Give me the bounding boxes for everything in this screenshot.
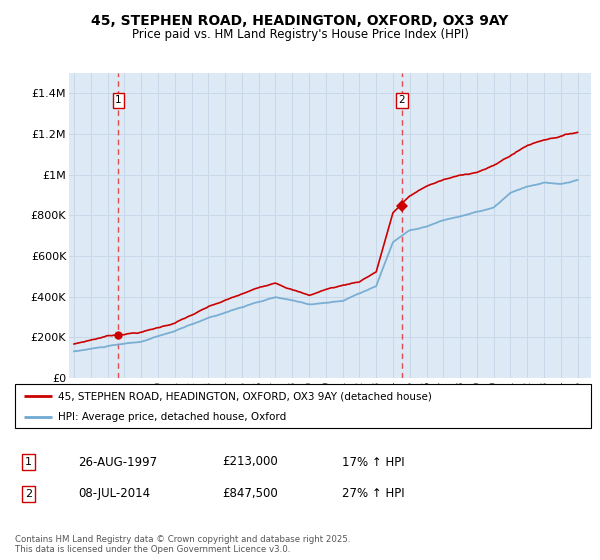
Text: 45, STEPHEN ROAD, HEADINGTON, OXFORD, OX3 9AY (detached house): 45, STEPHEN ROAD, HEADINGTON, OXFORD, OX… (58, 391, 432, 401)
Text: 2: 2 (25, 489, 32, 499)
Text: 1: 1 (25, 457, 32, 467)
Text: £213,000: £213,000 (222, 455, 278, 469)
Text: £847,500: £847,500 (222, 487, 278, 501)
Text: 1: 1 (115, 95, 122, 105)
Text: 08-JUL-2014: 08-JUL-2014 (78, 487, 150, 501)
Text: HPI: Average price, detached house, Oxford: HPI: Average price, detached house, Oxfo… (58, 412, 286, 422)
Text: 27% ↑ HPI: 27% ↑ HPI (342, 487, 404, 501)
Text: Contains HM Land Registry data © Crown copyright and database right 2025.
This d: Contains HM Land Registry data © Crown c… (15, 535, 350, 554)
Text: 17% ↑ HPI: 17% ↑ HPI (342, 455, 404, 469)
Text: 26-AUG-1997: 26-AUG-1997 (78, 455, 157, 469)
Text: 2: 2 (398, 95, 405, 105)
Text: Price paid vs. HM Land Registry's House Price Index (HPI): Price paid vs. HM Land Registry's House … (131, 28, 469, 41)
Text: 45, STEPHEN ROAD, HEADINGTON, OXFORD, OX3 9AY: 45, STEPHEN ROAD, HEADINGTON, OXFORD, OX… (91, 14, 509, 28)
